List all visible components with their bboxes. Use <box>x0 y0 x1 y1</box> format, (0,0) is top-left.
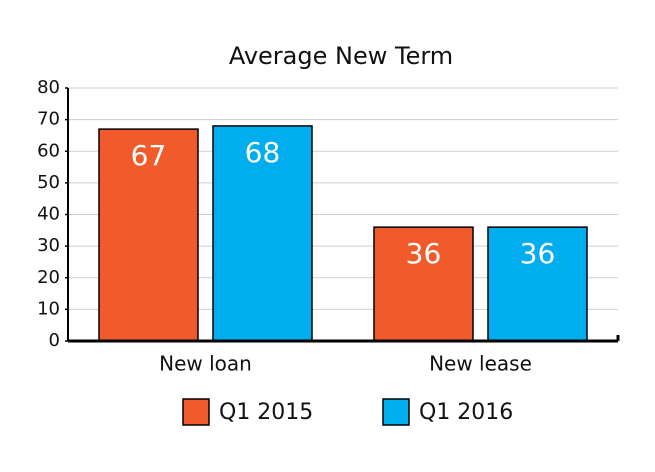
y-tick-label: 20 <box>37 267 60 288</box>
bar <box>98 128 199 342</box>
y-tick-label: 30 <box>37 235 60 256</box>
chart-title: Average New Term <box>229 42 453 70</box>
bar <box>373 226 474 342</box>
y-tick-label: 0 <box>49 330 60 351</box>
bar <box>487 226 588 342</box>
y-tick-label: 70 <box>37 109 60 130</box>
y-tick-label: 10 <box>37 298 60 319</box>
x-tick-label: New loan <box>159 352 252 376</box>
legend: Q1 2015 Q1 2016 <box>182 398 513 426</box>
legend-label: Q1 2015 <box>219 400 313 425</box>
data-label: 36 <box>520 237 556 270</box>
data-label: 36 <box>406 237 442 270</box>
y-tick-label: 40 <box>37 204 60 225</box>
y-tick-label: 50 <box>37 172 60 193</box>
y-tick-label: 80 <box>37 77 60 98</box>
x-tick-label: New lease <box>429 352 532 376</box>
axes: 0 10 20 30 40 50 60 70 80 New loan New lease <box>37 77 620 376</box>
y-tick-label: 60 <box>37 140 60 161</box>
bar <box>212 125 313 342</box>
legend-label: Q1 2016 <box>419 400 513 425</box>
legend-swatch <box>382 398 410 426</box>
bars: 67 68 36 36 <box>98 125 588 342</box>
data-label: 67 <box>131 139 167 172</box>
data-label: 68 <box>245 136 281 169</box>
legend-swatch <box>182 398 210 426</box>
